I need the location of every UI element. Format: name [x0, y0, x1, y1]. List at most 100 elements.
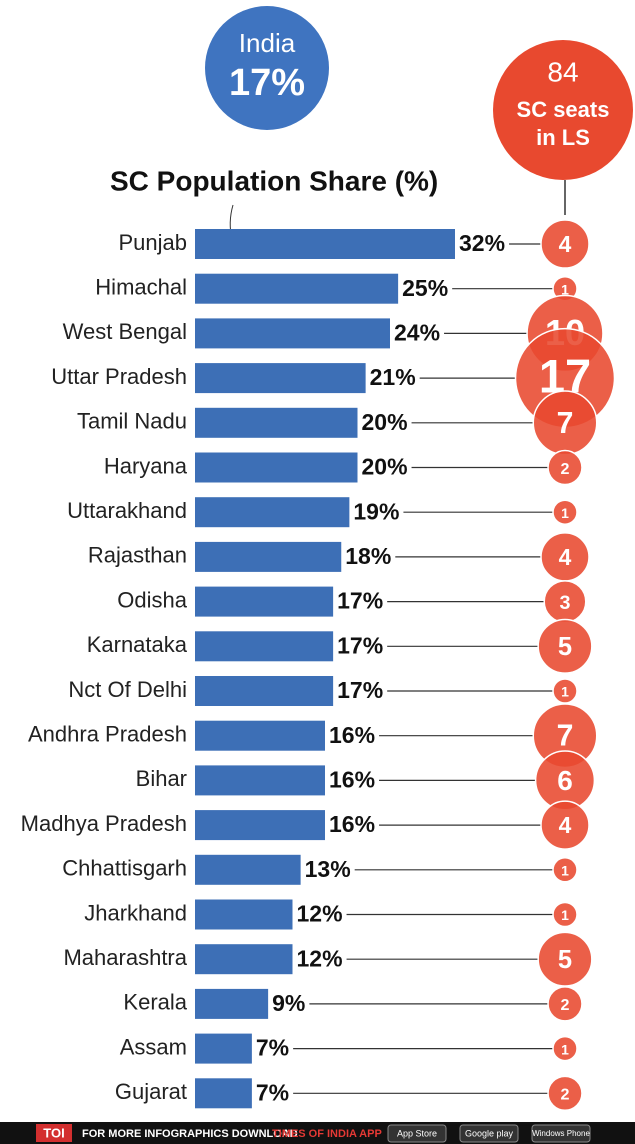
seat-label: 5	[558, 633, 572, 661]
category-label: Maharashtra	[63, 945, 187, 970]
value-label: 12%	[297, 945, 343, 971]
store-label[interactable]: Windows Phone	[532, 1129, 590, 1138]
store-badge[interactable]	[387, 1124, 447, 1143]
seats-total: 84	[547, 56, 578, 87]
seats-total-bubble	[493, 40, 633, 180]
seat-label: 4	[559, 231, 572, 257]
seat-bubble	[552, 678, 578, 704]
value-label: 32%	[459, 230, 505, 256]
footer-text: FOR MORE INFOGRAPHICS DOWNLOAD	[82, 1128, 298, 1140]
value-label: 17%	[337, 588, 383, 614]
value-label: 20%	[362, 454, 408, 480]
bar	[195, 1033, 252, 1064]
category-label: Himachal	[95, 275, 187, 300]
value-label: 17%	[337, 677, 383, 703]
bar	[195, 541, 342, 572]
seat-label: 1	[561, 505, 569, 521]
seat-label: 6	[557, 765, 573, 796]
category-label: Tamil Nadu	[77, 409, 187, 434]
seat-label: 4	[559, 812, 572, 838]
seat-bubble	[552, 901, 578, 928]
value-label: 21%	[370, 364, 416, 390]
seat-label: 1	[561, 863, 569, 879]
value-label: 16%	[329, 722, 375, 748]
seat-label: 1	[561, 684, 569, 700]
value-label: 18%	[345, 543, 391, 569]
bar	[195, 1078, 252, 1109]
category-label: Kerala	[123, 990, 187, 1015]
store-badge[interactable]	[531, 1124, 591, 1143]
chart-title: SC Population Share (%)	[110, 165, 438, 196]
bar	[195, 452, 358, 483]
value-label: 16%	[329, 766, 375, 792]
seat-label: 4	[559, 544, 572, 570]
category-label: Nct Of Delhi	[68, 677, 187, 702]
bar	[195, 363, 366, 394]
category-label: Karnataka	[87, 632, 188, 657]
seat-bubble	[552, 857, 578, 883]
bar	[195, 720, 325, 751]
store-label[interactable]: App Store	[397, 1128, 437, 1138]
category-label: West Bengal	[63, 319, 187, 344]
bar	[195, 586, 334, 617]
category-label: Madhya Pradesh	[21, 811, 187, 836]
category-label: Haryana	[104, 453, 188, 478]
bar	[195, 854, 301, 885]
value-label: 24%	[394, 319, 440, 345]
value-label: 9%	[272, 990, 305, 1016]
bar	[195, 899, 293, 930]
bar	[195, 810, 325, 841]
category-label: Uttarakhand	[67, 498, 187, 523]
bar	[195, 229, 455, 259]
seat-bubble	[540, 219, 590, 269]
seat-bubble	[547, 986, 583, 1022]
bar	[195, 631, 334, 662]
value-label: 19%	[353, 498, 399, 524]
seat-bubble	[547, 449, 583, 486]
seat-label: 2	[561, 1086, 570, 1104]
value-label: 13%	[305, 856, 351, 882]
bar	[195, 273, 399, 304]
value-label: 16%	[329, 811, 375, 837]
footer-app: TIMES OF INDIA APP	[272, 1128, 382, 1140]
bar	[195, 407, 358, 438]
category-label: Jharkhand	[84, 900, 187, 925]
seat-bubble	[547, 1075, 583, 1112]
seat-label: 2	[561, 460, 570, 478]
category-label: Gujarat	[115, 1079, 187, 1104]
seat-label: 3	[560, 592, 571, 614]
category-label: Punjab	[118, 230, 187, 255]
seats-label: SC seats in LS	[516, 97, 610, 150]
seat-label: 2	[561, 996, 570, 1014]
seat-bubble	[552, 1035, 578, 1062]
category-label: Assam	[120, 1034, 187, 1059]
seat-bubble	[537, 931, 593, 987]
category-label: Chhattisgarh	[62, 856, 187, 881]
seat-label: 1	[561, 907, 569, 923]
seat-bubble	[552, 499, 578, 525]
brand: TOI	[43, 1125, 64, 1140]
bar	[195, 765, 325, 796]
category-label: Bihar	[136, 766, 187, 791]
store-badge[interactable]	[459, 1124, 519, 1143]
bar	[195, 497, 350, 528]
value-label: 17%	[337, 632, 383, 658]
value-label: 12%	[297, 901, 343, 927]
category-label: Andhra Pradesh	[28, 722, 187, 747]
india-bubble	[205, 6, 329, 130]
seat-label: 7	[557, 720, 574, 753]
seat-label: 1	[561, 281, 569, 297]
seat-label: 5	[558, 946, 572, 974]
value-label: 7%	[256, 1079, 289, 1105]
india-label: India	[239, 28, 296, 58]
store-label[interactable]: Google play	[465, 1128, 514, 1138]
category-label: Odisha	[117, 587, 187, 612]
bar	[195, 944, 293, 975]
value-label: 25%	[402, 275, 448, 301]
bar	[195, 676, 334, 706]
seat-label: 7	[557, 407, 574, 440]
logo-box	[36, 1124, 72, 1142]
value-label: 20%	[362, 409, 408, 435]
